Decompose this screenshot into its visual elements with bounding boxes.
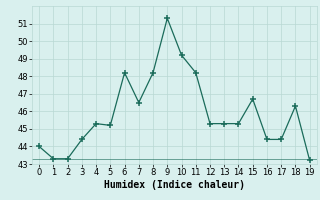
X-axis label: Humidex (Indice chaleur): Humidex (Indice chaleur) — [104, 180, 245, 190]
